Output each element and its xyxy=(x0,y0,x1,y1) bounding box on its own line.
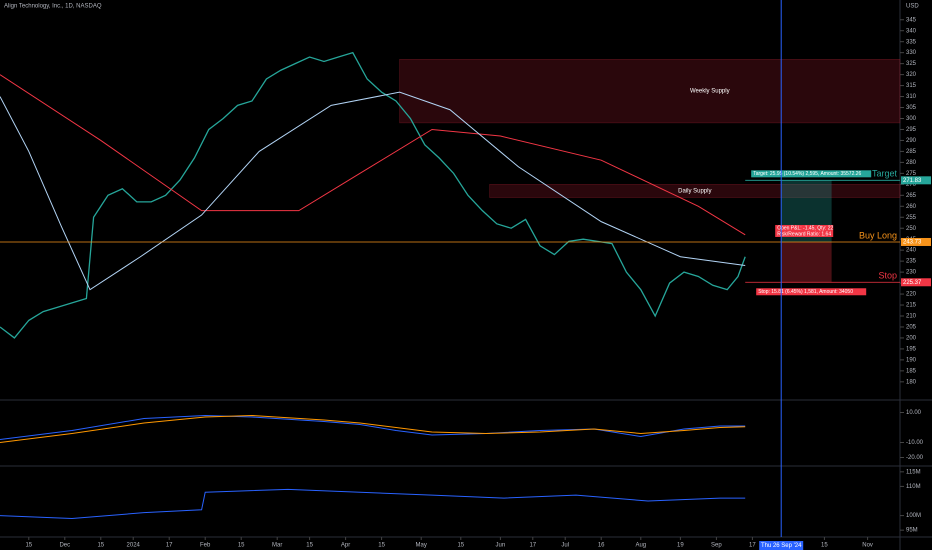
y-tick-label: 195 xyxy=(906,346,917,352)
moving-average xyxy=(0,91,746,291)
y-tick-label: -20.00 xyxy=(906,455,924,461)
y-tick-label: 280 xyxy=(906,160,917,166)
zone-label: Daily Supply xyxy=(678,188,711,194)
y-tick-label: 265 xyxy=(906,193,917,199)
y-tick-label: 200 xyxy=(906,336,917,342)
moving-average xyxy=(0,74,746,236)
x-tick-label: 2024 xyxy=(127,543,141,549)
x-tick-label: 15 xyxy=(238,543,245,549)
x-tick-label: 15 xyxy=(306,543,313,549)
x-tick-label: 17 xyxy=(529,543,536,549)
price-badge xyxy=(901,237,931,246)
y-tick-label: 290 xyxy=(906,138,917,144)
y-tick-label: 260 xyxy=(906,204,917,210)
y-tick-label: 330 xyxy=(906,50,917,56)
zone-label: Weekly Supply xyxy=(690,89,730,95)
y-tick-label: 205 xyxy=(906,325,917,331)
price-badge-label: 243.73 xyxy=(903,240,922,246)
price-badge-label: 225.37 xyxy=(903,280,922,286)
y-tick-label: 285 xyxy=(906,149,917,155)
x-tick-label: Nov xyxy=(862,543,873,549)
y-tick-label: 185 xyxy=(906,368,917,374)
y-tick-label: 190 xyxy=(906,357,917,363)
x-tick-label: 15 xyxy=(457,543,464,549)
macd-line xyxy=(0,414,746,440)
y-tick-label: 235 xyxy=(906,259,917,265)
price-badge-label: 271.83 xyxy=(903,178,922,184)
y-tick-label: 100M xyxy=(906,513,921,519)
price-line xyxy=(0,51,746,339)
y-tick-label: 305 xyxy=(906,105,917,111)
level-label: Target xyxy=(872,169,898,179)
supply-zone xyxy=(399,59,901,124)
x-tick-label: 16 xyxy=(598,543,605,549)
y-tick-label: 300 xyxy=(906,116,917,122)
y-tick-label: 270 xyxy=(906,182,917,188)
y-tick-label: 275 xyxy=(906,171,917,177)
y-tick-label: 320 xyxy=(906,72,917,78)
cursor-label: Thu 26 Sep '24 xyxy=(761,543,802,549)
y-tick-label: 345 xyxy=(906,17,917,23)
y-tick-label: 180 xyxy=(906,379,917,385)
signal-line xyxy=(0,414,746,443)
y-tick-label: 255 xyxy=(906,215,917,221)
x-tick-label: 15 xyxy=(25,543,32,549)
level-label: Buy Long xyxy=(859,230,897,240)
x-tick-label: 15 xyxy=(97,543,104,549)
y-tick-label: 295 xyxy=(906,127,917,133)
x-tick-label: Sep xyxy=(711,543,722,549)
price-badge xyxy=(901,176,931,185)
x-tick-label: 15 xyxy=(378,543,385,549)
cursor-badge xyxy=(759,541,804,550)
y-tick-label: -10.00 xyxy=(906,440,924,446)
y-tick-label: 95M xyxy=(906,528,918,534)
y-tick-label: 230 xyxy=(906,270,917,276)
target-box xyxy=(751,170,872,178)
stop-text: Stop: 15.81 (6.45%) 1,581, Amount: 34050 xyxy=(758,289,853,295)
y-tick-label: 325 xyxy=(906,61,917,67)
x-tick-label: Mar xyxy=(272,543,282,549)
y-tick-label: 220 xyxy=(906,292,917,298)
x-tick-label: 17 xyxy=(166,543,173,549)
stop-box xyxy=(756,288,867,296)
x-tick-label: Apr xyxy=(341,543,350,549)
y-tick-label: 310 xyxy=(906,94,917,100)
y-tick-label: 215 xyxy=(906,303,917,309)
x-tick-label: Dec xyxy=(59,543,70,549)
x-tick-label: 15 xyxy=(821,543,828,549)
y-tick-label: 210 xyxy=(906,314,917,320)
target-text: Target: 25.95 (10.54%) 2,595, Amount: 35… xyxy=(753,171,861,177)
pnl-text: Open P&L: -1.45, Qty: 22 xyxy=(777,225,833,231)
level-label: Stop xyxy=(878,271,897,281)
y-tick-label: 340 xyxy=(906,28,917,34)
x-tick-label: Aug xyxy=(635,543,646,549)
price-badge xyxy=(901,278,931,287)
chart-title: Align Technology, Inc., 1D, NASDAQ xyxy=(4,4,102,10)
x-tick-label: May xyxy=(416,543,427,549)
y-tick-label: 110M xyxy=(906,484,921,490)
x-tick-label: Jun xyxy=(496,543,506,549)
y-tick-label: 10.00 xyxy=(906,410,922,416)
pnl-box xyxy=(775,224,834,237)
indicator-line xyxy=(0,488,746,520)
rr-text: Risk/Reward Ratio: 1.64 xyxy=(777,231,831,237)
x-tick-label: Jul xyxy=(561,543,569,549)
currency: USD xyxy=(906,4,919,10)
y-tick-label: 335 xyxy=(906,39,917,45)
y-tick-label: 250 xyxy=(906,226,917,232)
x-tick-label: Feb xyxy=(200,543,211,549)
x-tick-label: 17 xyxy=(749,543,756,549)
y-tick-label: 240 xyxy=(906,248,917,254)
supply-zone xyxy=(489,184,901,198)
y-tick-label: 115M xyxy=(906,469,921,475)
x-tick-label: 19 xyxy=(677,543,684,549)
stop-area xyxy=(781,241,832,283)
y-tick-label: 315 xyxy=(906,83,917,89)
